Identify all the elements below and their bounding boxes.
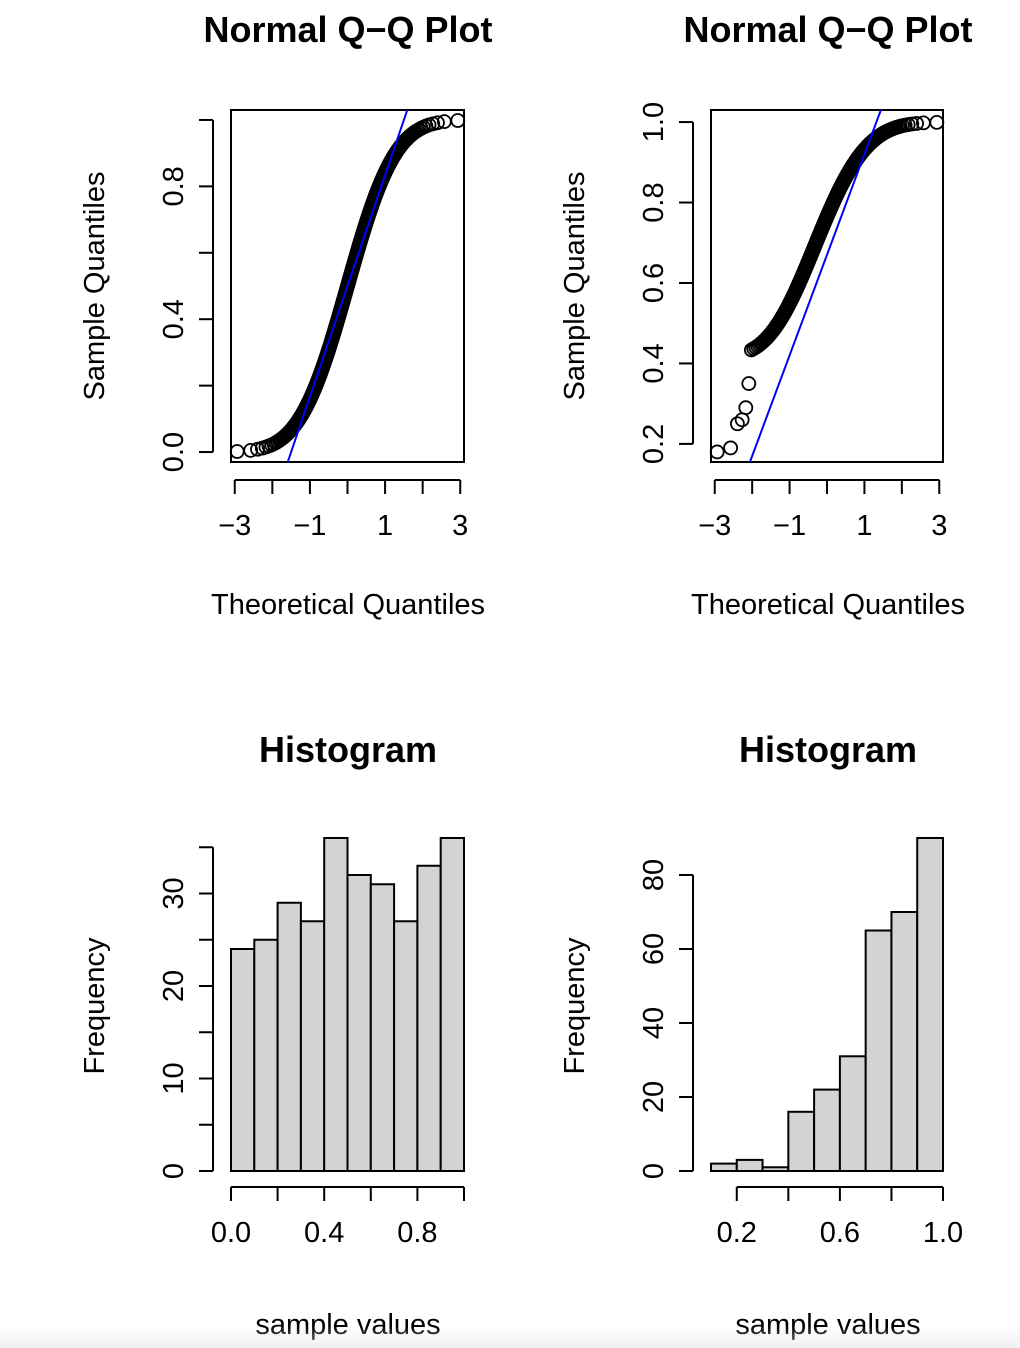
qq-point: [929, 114, 945, 130]
histogram-panel-2: Histogram 0.2 0.6 1.0 0 20 40 60 80 sample val…: [559, 729, 963, 1341]
histogram-bar: [439, 837, 466, 1172]
qq-point: [730, 416, 745, 432]
x-tick-label: 1: [856, 510, 872, 542]
y-tick-label: 40: [638, 1007, 670, 1039]
qq-point: [709, 444, 725, 460]
qq-point: [229, 444, 245, 459]
x-tick-label: −3: [698, 510, 731, 542]
x-axis-label: sample values: [735, 1309, 920, 1341]
histogram-bar: [299, 920, 326, 1172]
histogram-bar: [838, 1055, 867, 1173]
reference-line: [748, 110, 882, 462]
qq-plot-panel-1: Normal Q−Q Plot −3 −1 1 3 0.0 0.4 0.8 Theoret…: [79, 9, 493, 621]
histogram-bar: [735, 1158, 764, 1173]
y-tick-label: 0.0: [158, 432, 190, 472]
qq-points: [709, 114, 945, 460]
x-axis-label: Theoretical Quantiles: [211, 589, 485, 621]
x-tick-label: 1: [377, 510, 393, 542]
chart-title: Normal Q−Q Plot: [683, 9, 972, 50]
y-tick-label: 0.4: [638, 343, 670, 383]
histogram-bar: [916, 837, 945, 1172]
qq-reference-line: [748, 110, 882, 462]
y-tick-label: 20: [638, 1081, 670, 1113]
y-axis-label: Frequency: [79, 937, 111, 1075]
x-axis-label: sample values: [255, 1309, 440, 1341]
histogram-bar: [864, 929, 893, 1172]
x-axis-label: Theoretical Quantiles: [691, 589, 965, 621]
y-tick-label: 60: [638, 933, 670, 965]
qq-point: [723, 440, 739, 456]
chart-title: Normal Q−Q Plot: [203, 9, 492, 50]
y-tick-label: 0.8: [158, 166, 190, 206]
x-axis: −3 −1 1 3: [218, 479, 468, 542]
histogram-bar: [369, 883, 396, 1172]
y-tick-label: 0.6: [638, 263, 670, 303]
y-tick-label: 0: [638, 1163, 670, 1179]
x-tick-label: 0.8: [397, 1217, 437, 1249]
y-tick-label: 0.4: [158, 299, 190, 339]
histogram-bar: [890, 911, 919, 1172]
histogram-bar: [787, 1110, 816, 1173]
qq-point: [741, 376, 757, 391]
x-tick-label: 0.6: [820, 1217, 860, 1249]
histogram-bar: [276, 901, 302, 1172]
histogram-panel-1: Histogram 0.0 0.4 0.8 0 10 20 30 sample value…: [79, 729, 466, 1341]
x-tick-label: 3: [452, 510, 468, 542]
histogram-bars: [710, 837, 945, 1173]
y-axis: 0.2 0.4 0.6 0.8 1.0: [638, 102, 694, 464]
x-tick-label: −1: [773, 510, 806, 542]
y-tick-label: 20: [158, 970, 190, 1002]
x-tick-label: 0.4: [304, 1217, 344, 1249]
y-tick-label: 80: [638, 859, 670, 891]
y-axis: 0 20 40 60 80: [638, 859, 694, 1179]
histogram-bar: [813, 1088, 841, 1172]
histogram-bars: [230, 837, 466, 1172]
x-axis: 0.2 0.6 1.0: [717, 1186, 963, 1249]
y-tick-label: 1.0: [638, 102, 670, 142]
x-tick-label: 3: [931, 510, 947, 542]
histogram-bar: [761, 1166, 790, 1173]
x-axis: −3 −1 1 3: [698, 479, 947, 542]
chart-title: Histogram: [259, 729, 437, 770]
y-tick-label: 0.2: [638, 424, 670, 464]
y-tick-label: 30: [158, 877, 190, 909]
y-axis-label: Sample Quantiles: [79, 172, 111, 401]
y-axis: 0.0 0.4 0.8: [158, 118, 214, 472]
qq-plot-panel-2: Normal Q−Q Plot −3 −1 1 3 0.2 0.4 0.6 0.8 1.0 T…: [559, 9, 973, 621]
y-axis-label: Sample Quantiles: [559, 172, 591, 401]
histogram-bar: [230, 948, 256, 1172]
y-tick-label: 0.8: [638, 182, 670, 222]
x-tick-label: −3: [218, 510, 251, 542]
qq-point: [909, 116, 924, 131]
qq-point: [243, 442, 259, 458]
x-axis: 0.0 0.4 0.8: [211, 1186, 465, 1249]
y-tick-label: 0: [158, 1163, 190, 1179]
histogram-bar: [323, 837, 349, 1172]
histogram-bar: [393, 920, 419, 1172]
histogram-bar: [253, 938, 279, 1172]
x-tick-label: −1: [293, 510, 326, 542]
histogram-bar: [416, 864, 442, 1172]
qq-point: [904, 116, 920, 132]
x-tick-label: 1.0: [923, 1217, 963, 1249]
histogram-bar: [710, 1162, 738, 1172]
qq-point: [738, 400, 754, 416]
histogram-bar: [346, 874, 372, 1172]
y-axis-label: Frequency: [559, 937, 591, 1075]
chart-title: Histogram: [739, 729, 917, 770]
plot-frame: [710, 109, 944, 463]
plot-frame: [230, 109, 465, 463]
qq-reference-line: [286, 110, 409, 462]
x-tick-label: 0.2: [717, 1217, 757, 1249]
y-tick-label: 10: [158, 1062, 190, 1094]
reference-line: [286, 110, 409, 462]
qq-point: [430, 115, 445, 131]
y-axis: 0 10 20 30: [158, 846, 214, 1179]
x-tick-label: 0.0: [211, 1217, 251, 1249]
qq-point: [450, 113, 466, 128]
